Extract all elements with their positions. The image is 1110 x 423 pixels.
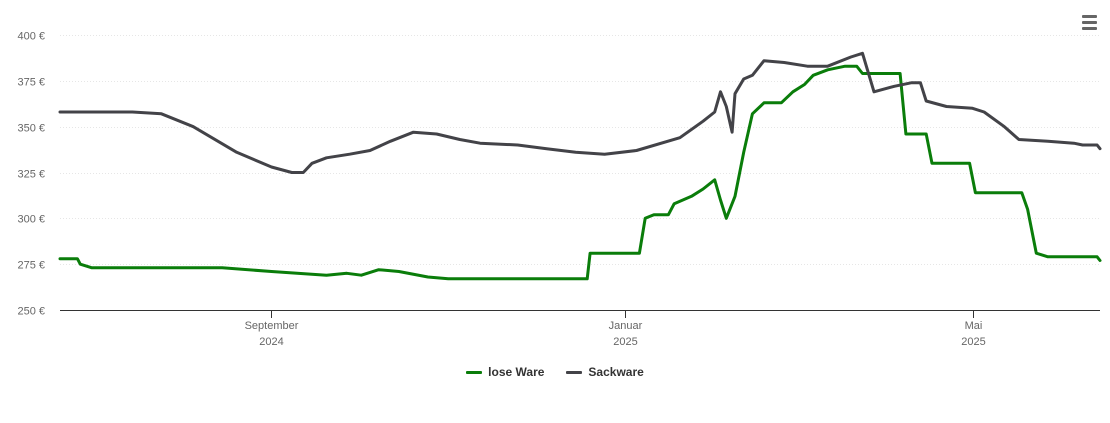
x-tick-label-year: 2024 [259,336,283,348]
x-axis-labels: September 2024 Januar 2025 Mai 2025 [245,310,986,348]
series-line-lose-ware[interactable] [58,64,1102,281]
chart-legend: lose Ware Sackware [0,365,1110,379]
x-tick-label: Mai [965,320,983,332]
legend-label-lose-ware: lose Ware [488,365,545,379]
x-tick-label-year: 2025 [961,336,985,348]
y-tick-label: 325 € [17,169,45,181]
hamburger-menu-icon-bar [1082,27,1097,30]
series-line-sackware[interactable] [58,51,1102,174]
y-tick-label: 375 € [17,77,45,89]
y-tick-label: 250 € [17,306,45,318]
legend-swatch-sackware [566,370,583,374]
y-tick-label: 300 € [17,214,45,226]
legend-label-sackware: Sackware [588,365,644,379]
x-tick-label: Januar [609,320,643,332]
hamburger-menu-icon [1082,15,1097,18]
y-tick-label: 275 € [17,260,45,272]
y-tick-label: 400 € [17,31,45,43]
y-axis-labels: 250 € 275 € 300 € 325 € 350 € 375 € 400 € [17,31,45,318]
y-tick-label: 350 € [17,123,45,135]
legend-item-lose-ware[interactable]: lose Ware [466,365,544,379]
hamburger-menu-icon-bar [1082,21,1097,24]
legend-swatch-lose-ware [466,370,483,374]
series-lines [58,51,1102,281]
x-tick-label: September [245,320,299,332]
x-tick-label-year: 2025 [613,336,637,348]
chart-menu-button[interactable] [1077,11,1101,33]
y-gridlines [60,35,1100,265]
legend-item-sackware[interactable]: Sackware [566,365,644,379]
